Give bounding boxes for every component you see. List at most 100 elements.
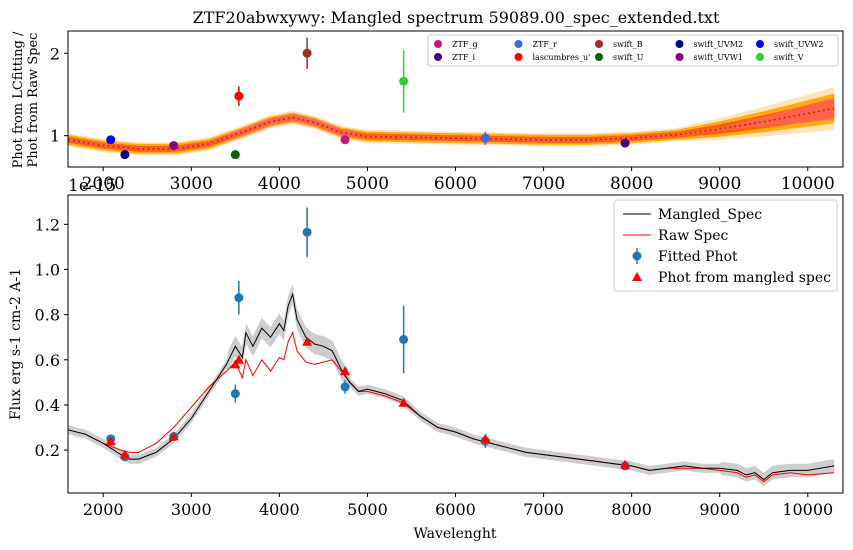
top-xtick-2000: 2000 [82,167,125,194]
svg-text:3000: 3000 [171,500,212,519]
svg-text:1.0: 1.0 [35,261,60,280]
bottom-xtick-10000: 10000 [782,493,833,519]
bottom-xtick-8000: 8000 [611,493,652,519]
top-ytick-1: 1 [50,127,68,146]
bottom-xtick-5000: 5000 [347,493,388,519]
top-xtick-5000: 5000 [346,167,389,194]
bottom-xtick-3000: 3000 [171,493,212,519]
top-legend: ZTF_gZTF_iZTF_rlascumbres_u'swift_Bswift… [427,34,839,67]
legend-raw-label: Raw Spec [658,228,728,244]
top-photometry-points [106,37,630,160]
top-legend-item-ZTF_r: ZTF_r [514,40,557,49]
top-point-swift_UVW2 [106,135,116,145]
mangled-phot-point [398,397,409,407]
svg-text:4000: 4000 [258,174,301,194]
legend-fitted-marker [632,251,642,261]
top-legend-item-lascumbres_u': lascumbres_u' [514,53,591,62]
bottom-ytick-0.4: 0.4 [35,396,68,415]
top-legend-item-ZTF_i: ZTF_i [434,53,475,62]
top-point-swift_U [230,150,240,160]
top-y-label-line1: Phot from LCfitting / [11,31,26,168]
top-chart-title: ZTF20abwxywy: Mangled spectrum 59089.00_… [193,8,720,27]
svg-text:swift_UVW1: swift_UVW1 [694,53,744,62]
fitted-phot-point [230,384,240,403]
bottom-x-label: Wavelenght [413,526,496,542]
svg-text:6000: 6000 [434,174,477,194]
top-ratio-curve [67,107,835,150]
legend-mangled-phot-marker [632,272,642,281]
svg-text:10000: 10000 [782,500,833,519]
top-xtick-9000: 9000 [698,167,741,194]
svg-text:5000: 5000 [346,174,389,194]
svg-text:2000: 2000 [82,174,125,194]
mangled-phot-point [233,354,244,364]
bottom-xtick-7000: 7000 [523,493,564,519]
top-point-swift_V [399,49,409,113]
bottom-xtick-2000: 2000 [83,493,124,519]
top-ytick-2: 2 [50,44,68,63]
mangled-phot-point [340,366,351,376]
top-point-ZTF_i [620,138,630,148]
bottom-photometry-points [105,207,631,471]
top-legend-item-swift_UVW2: swift_UVW2 [756,40,824,49]
top-ratio-band-3 [68,97,835,151]
fitted-phot-point [234,280,244,315]
top-xtick-6000: 6000 [434,167,477,194]
bottom-xtick-9000: 9000 [699,493,740,519]
svg-text:4000: 4000 [259,500,300,519]
bottom-ytick-0.2: 0.2 [35,441,68,460]
top-xtick-3000: 3000 [170,167,213,194]
top-legend-item-swift_U: swift_U [595,53,644,62]
svg-text:9000: 9000 [699,500,740,519]
svg-text:6000: 6000 [435,500,476,519]
top-xtick-7000: 7000 [522,167,565,194]
bottom-legend: Mangled_Spec Raw Spec Fitted Phot Phot f… [613,199,838,292]
top-x-ticks: 2000 3000 4000 5000 6000 7000 8000 9000 10000 [82,167,835,194]
bottom-spectrum-lines [67,292,835,483]
svg-text:8000: 8000 [610,174,653,194]
svg-text:swift_V: swift_V [774,53,804,62]
top-y-label-line2: Phot from Raw Spec [26,33,41,168]
bottom-ytick-0.8: 0.8 [35,306,68,325]
top-legend-item-ZTF_g: ZTF_g [434,40,478,49]
legend-fitted-label: Fitted Phot [658,249,738,265]
fitted-phot-point [340,380,350,394]
legend-mangled-label: Mangled_Spec [658,207,762,223]
top-legend-items: ZTF_gZTF_iZTF_rlascumbres_u'swift_Bswift… [434,40,824,62]
svg-text:1: 1 [50,127,60,146]
top-legend-box [427,34,839,67]
bottom-y-ticks: 0.2 0.4 0.6 0.8 1.0 1.2 [35,215,68,460]
mangled-uncertainty-band [68,284,835,487]
mangled-phot-point [168,431,179,441]
top-point-swift_UVM2 [120,150,130,160]
top-point-swift_UVW1 [169,141,179,151]
mangled-phot-point [620,459,631,469]
svg-text:1.2: 1.2 [35,215,60,234]
bottom-y-label: Flux erg s-1 cm-2 A-1 [8,268,24,420]
svg-text:2000: 2000 [83,500,124,519]
top-panel: ZTF20abwxywy: Mangled spectrum 59089.00_… [11,8,844,196]
legend-mangled-phot-label: Phot from mangled spec [658,270,831,286]
svg-text:0.4: 0.4 [35,396,60,415]
svg-text:3000: 3000 [170,174,213,194]
series-Mangled_Spec [67,292,835,481]
fitted-phot-point [399,305,409,374]
bottom-xtick-4000: 4000 [259,493,300,519]
top-xtick-10000: 10000 [781,167,835,194]
top-legend-item-swift_V: swift_V [756,53,804,62]
svg-text:swift_UVM2: swift_UVM2 [694,40,744,49]
svg-text:lascumbres_u': lascumbres_u' [533,53,591,62]
svg-text:swift_B: swift_B [613,40,643,49]
svg-text:5000: 5000 [347,500,388,519]
svg-text:0.8: 0.8 [35,306,60,325]
top-point-ZTF_r [480,131,490,145]
bottom-ytick-1.0: 1.0 [35,261,68,280]
svg-text:swift_UVW2: swift_UVW2 [774,40,824,49]
bottom-panel: 0.2 0.4 0.6 0.8 1.0 1.2 2000 3000 4000 5000 6000 7… [8,194,844,542]
top-xtick-4000: 4000 [258,167,301,194]
svg-text:7000: 7000 [523,500,564,519]
svg-text:swift_U: swift_U [613,53,644,62]
svg-text:8000: 8000 [611,500,652,519]
svg-text:7000: 7000 [522,174,565,194]
